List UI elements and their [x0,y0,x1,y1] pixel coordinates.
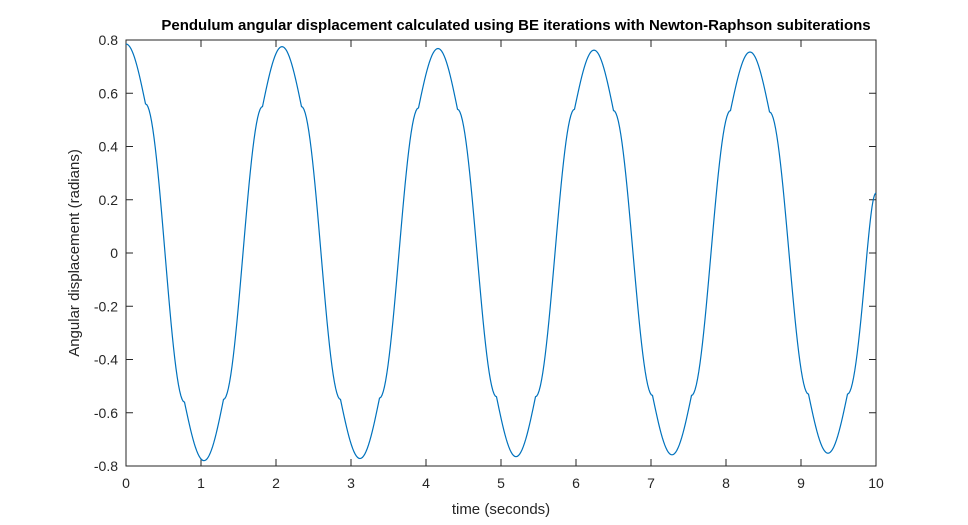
x-tick-label: 2 [272,475,280,491]
y-tick-label: 0.4 [99,139,119,155]
x-tick-label: 0 [122,475,130,491]
chart-title: Pendulum angular displacement calculated… [161,17,870,34]
x-tick-label: 9 [797,475,805,491]
x-tick-label: 7 [647,475,655,491]
y-tick-label: 0.2 [99,192,119,208]
series-line [125,43,877,462]
x-axis-label: time (seconds) [452,501,550,518]
x-tick-label: 8 [722,475,730,491]
axis-ticks [125,39,877,467]
y-tick-label: -0.8 [94,458,118,474]
y-tick-label: -0.4 [94,352,118,368]
y-tick-label: 0.6 [99,85,119,101]
x-tick-label: 3 [347,475,355,491]
x-tick-label: 5 [497,475,505,491]
x-tick-label: 4 [422,475,430,491]
x-tick-label: 1 [197,475,205,491]
x-tick-label: 6 [572,475,580,491]
y-tick-label: -0.6 [94,405,118,421]
y-tick-label: 0 [110,245,118,261]
y-tick-label: -0.2 [94,298,118,314]
x-tick-label: 10 [868,475,884,491]
tick-labels: 0 1 2 3 4 5 6 7 8 9 10 -0.8 -0.6 -0.4 -0.2 0 0.2 0.4 0.6 0.… [94,32,884,491]
y-tick-label: 0.8 [99,32,119,48]
plot-area [125,39,877,467]
y-axis-label: Angular displacement (radians) [66,149,83,357]
